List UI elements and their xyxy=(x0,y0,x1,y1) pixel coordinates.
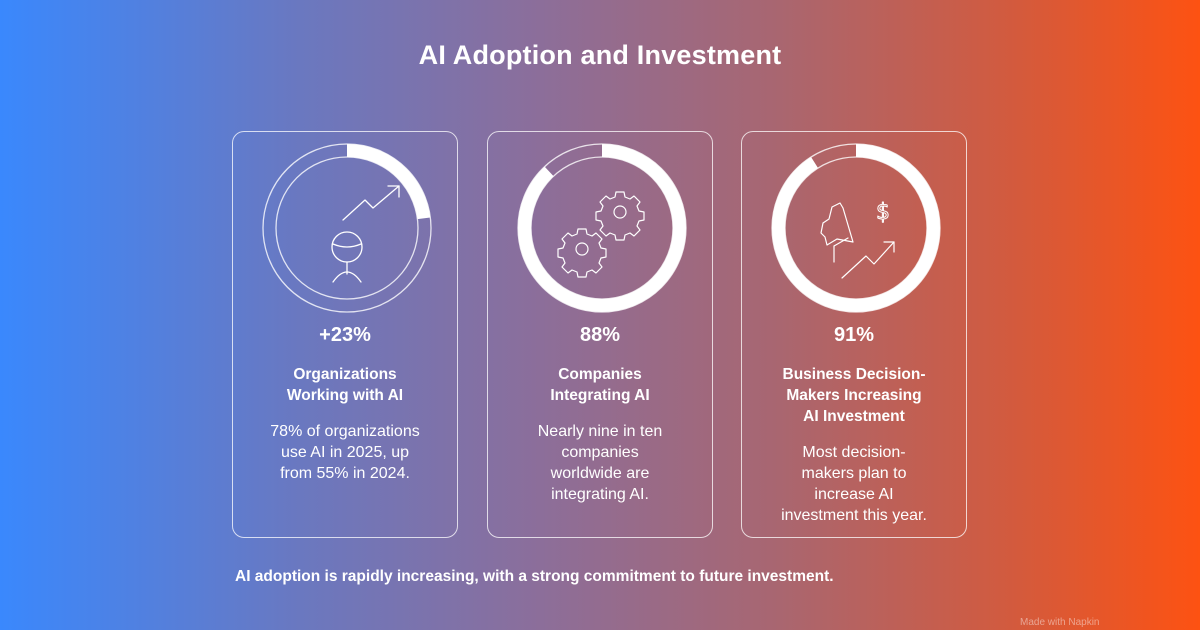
megaphone-dollar-growth-icon: $ xyxy=(820,200,895,279)
progress-ring xyxy=(517,143,687,313)
card-description: Nearly nine in ten companies worldwide a… xyxy=(537,423,663,503)
card-description: 78% of organizations use AI in 2025, up … xyxy=(270,423,420,482)
card-heading: Organizations Working with AI xyxy=(286,366,404,404)
stat-value: +23% xyxy=(319,324,371,346)
page-title: AI Adoption and Investment xyxy=(418,40,782,70)
progress-arc xyxy=(772,144,940,312)
stat-value: 91% xyxy=(833,324,875,346)
progress-arc xyxy=(263,144,431,312)
stat-card-organizations: +23% Organizations Working with AI 78% o… xyxy=(232,131,458,538)
svg-text:$: $ xyxy=(876,200,890,225)
card-heading: Companies Integrating AI xyxy=(550,366,650,404)
progress-arc xyxy=(518,144,686,312)
progress-ring xyxy=(262,143,432,313)
stat-value: 88% xyxy=(579,324,621,346)
person-growth-icon xyxy=(331,185,400,283)
stat-card-decision-makers: $ 91% Business Decision- Makers Increasi… xyxy=(741,131,967,538)
summary-text: AI adoption is rapidly increasing, with … xyxy=(235,568,834,585)
gears-icon xyxy=(557,191,645,278)
card-heading: Business Decision- Makers Increasing AI … xyxy=(782,366,926,425)
progress-ring: $ xyxy=(771,143,941,313)
card-description: Most decision- makers plan to increase A… xyxy=(781,444,927,524)
stat-card-companies: 88% Companies Integrating AI Nearly nine… xyxy=(487,131,713,538)
watermark: Made with Napkin xyxy=(1020,617,1100,628)
